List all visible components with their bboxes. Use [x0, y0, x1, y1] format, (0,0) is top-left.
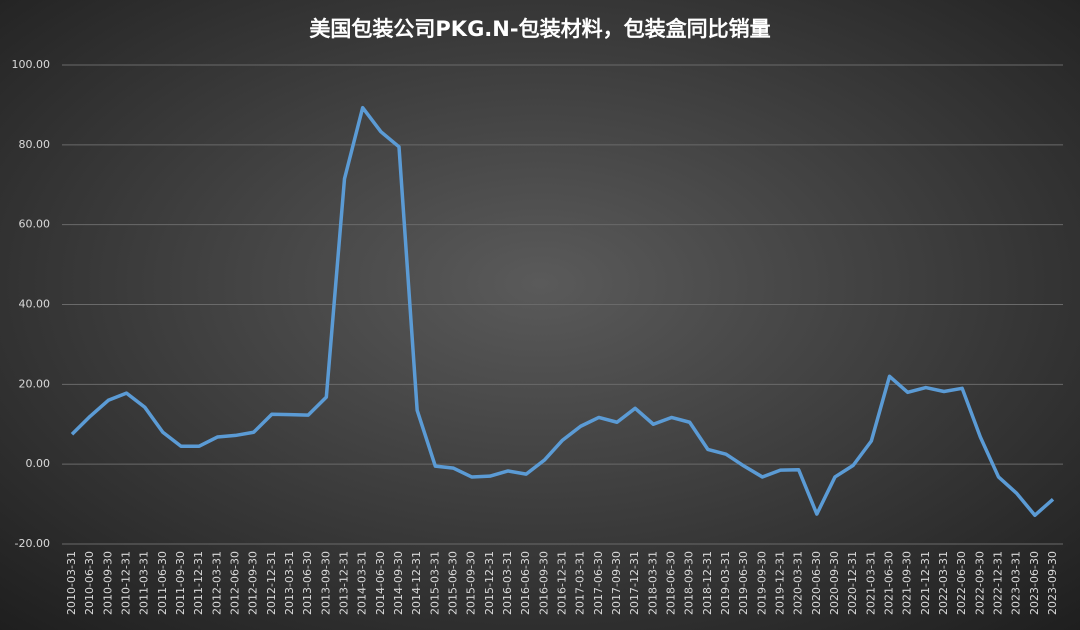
x-tick-label: 2015-09-30	[465, 551, 478, 615]
x-tick-label: 2022-12-31	[992, 551, 1005, 615]
x-tick-label: 2022-03-31	[937, 551, 950, 615]
y-tick-label: -20.00	[15, 537, 50, 550]
x-tick-label: 2018-09-30	[683, 551, 696, 615]
data-line	[70, 105, 1055, 518]
x-tick-label: 2023-06-30	[1028, 551, 1041, 615]
x-tick-label: 2017-03-31	[574, 551, 587, 615]
x-tick-label: 2022-09-30	[973, 551, 986, 615]
y-tick-label: 40.00	[19, 298, 51, 311]
x-tick-label: 2010-06-30	[83, 551, 96, 615]
x-tick-label: 2018-03-31	[646, 551, 659, 615]
x-tick-label: 2021-12-31	[919, 551, 932, 615]
x-tick-label: 2016-03-31	[501, 551, 514, 615]
x-tick-label: 2015-06-30	[447, 551, 460, 615]
x-tick-label: 2020-12-31	[846, 551, 859, 615]
x-tick-label: 2013-09-30	[319, 551, 332, 615]
x-tick-label: 2021-09-30	[901, 551, 914, 615]
x-tick-label: 2023-09-30	[1046, 551, 1059, 615]
x-tick-label: 2014-03-31	[356, 551, 369, 615]
x-tick-label: 2010-12-31	[120, 551, 133, 615]
x-tick-label: 2021-06-30	[883, 551, 896, 615]
x-tick-label: 2010-09-30	[101, 551, 114, 615]
x-tick-label: 2016-06-30	[519, 551, 532, 615]
x-tick-label: 2023-03-31	[1010, 551, 1023, 615]
x-tick-label: 2019-09-30	[755, 551, 768, 615]
y-tick-label: 100.00	[12, 58, 51, 71]
x-tick-label: 2020-06-30	[810, 551, 823, 615]
x-tick-label: 2013-03-31	[283, 551, 296, 615]
x-tick-label: 2012-03-31	[210, 551, 223, 615]
x-tick-label: 2016-12-31	[556, 551, 569, 615]
y-tick-label: 80.00	[19, 138, 51, 151]
x-tick-label: 2010-03-31	[65, 551, 78, 615]
x-tick-label: 2011-12-31	[192, 551, 205, 615]
x-tick-label: 2019-06-30	[737, 551, 750, 615]
y-tick-label: 20.00	[19, 377, 51, 390]
x-tick-label: 2019-12-31	[774, 551, 787, 615]
x-tick-label: 2011-06-30	[156, 551, 169, 615]
x-tick-label: 2016-09-30	[537, 551, 550, 615]
x-tick-label: 2017-12-31	[628, 551, 641, 615]
x-tick-label: 2020-09-30	[828, 551, 841, 615]
x-tick-label: 2014-12-31	[410, 551, 423, 615]
x-tick-label: 2018-12-31	[701, 551, 714, 615]
x-tick-label: 2012-12-31	[265, 551, 278, 615]
x-tick-label: 2015-12-31	[483, 551, 496, 615]
x-tick-label: 2014-06-30	[374, 551, 387, 615]
x-tick-label: 2012-09-30	[247, 551, 260, 615]
x-tick-label: 2013-12-31	[338, 551, 351, 615]
x-tick-label: 2014-09-30	[392, 551, 405, 615]
y-tick-label: 60.00	[19, 218, 51, 231]
x-tick-label: 2018-06-30	[665, 551, 678, 615]
x-tick-label: 2011-09-30	[174, 551, 187, 615]
x-tick-label: 2021-03-31	[864, 551, 877, 615]
x-tick-label: 2012-06-30	[229, 551, 242, 615]
x-tick-label: 2015-03-31	[428, 551, 441, 615]
x-tick-label: 2011-03-31	[138, 551, 151, 615]
chart-title: 美国包装公司PKG.N-包装材料，包装盒同比销量	[309, 17, 770, 41]
x-tick-label: 2017-09-30	[610, 551, 623, 615]
x-tick-label: 2020-03-31	[792, 551, 805, 615]
x-tick-label: 2013-06-30	[301, 551, 314, 615]
x-tick-label: 2019-03-31	[719, 551, 732, 615]
x-tick-label: 2022-06-30	[955, 551, 968, 615]
y-tick-label: 0.00	[26, 457, 51, 470]
x-tick-label: 2017-06-30	[592, 551, 605, 615]
